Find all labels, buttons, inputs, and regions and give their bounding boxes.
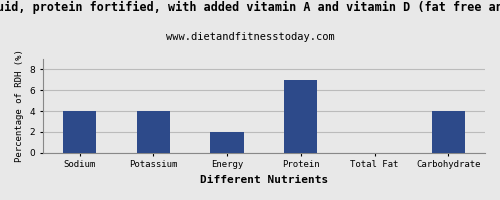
Bar [210, 132, 244, 153]
Text: www.dietandfitnesstoday.com: www.dietandfitnesstoday.com [166, 32, 334, 42]
Bar [63, 111, 96, 153]
Bar [432, 111, 465, 153]
Y-axis label: Percentage of RDH (%): Percentage of RDH (%) [15, 49, 24, 162]
Text: uid, protein fortified, with added vitamin A and vitamin D (fat free an: uid, protein fortified, with added vitam… [0, 1, 500, 14]
Bar [284, 80, 318, 153]
Bar [137, 111, 170, 153]
X-axis label: Different Nutrients: Different Nutrients [200, 175, 328, 185]
